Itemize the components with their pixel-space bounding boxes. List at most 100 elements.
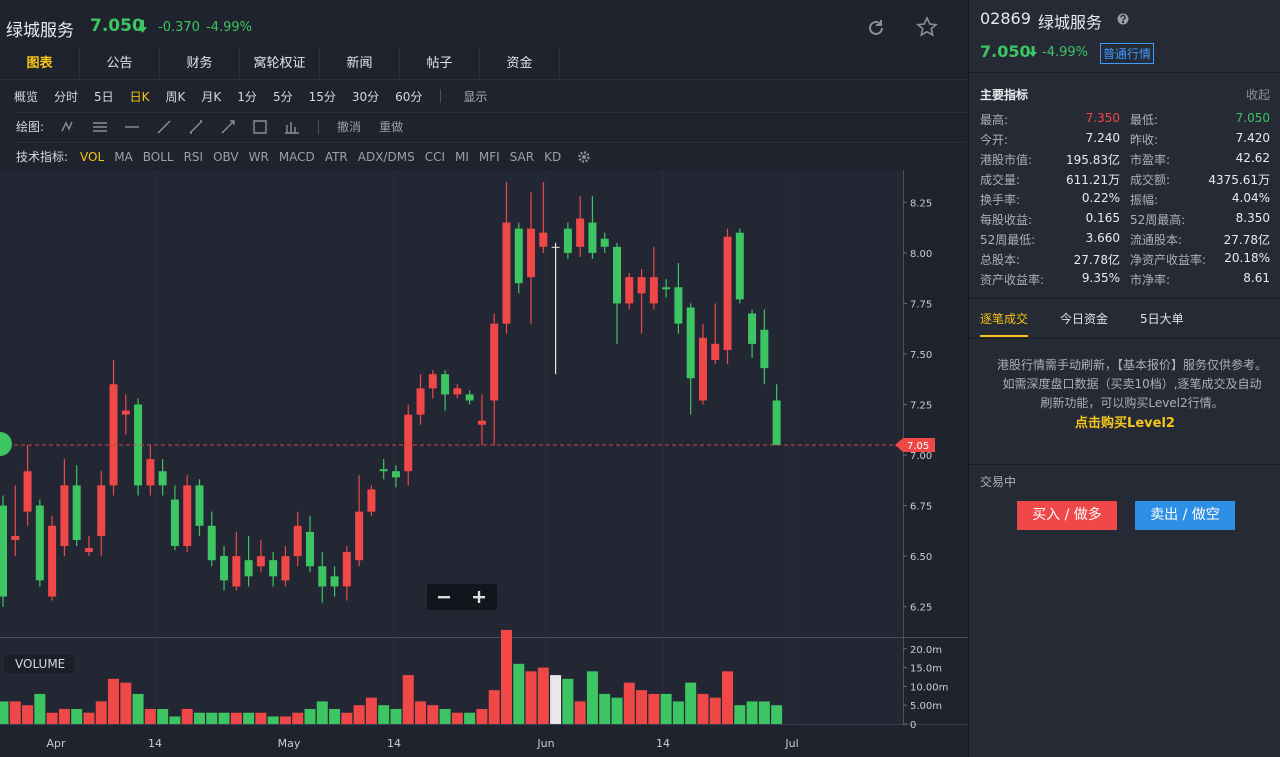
side-tab[interactable]: 逐笔成交 bbox=[980, 310, 1029, 337]
candle-body bbox=[379, 469, 388, 472]
indicator[interactable]: VOL bbox=[80, 149, 105, 164]
indicator[interactable]: SAR bbox=[509, 149, 535, 164]
period[interactable]: 15分 bbox=[308, 89, 336, 104]
volume-bar bbox=[193, 712, 205, 724]
collapse[interactable]: 收起 bbox=[1245, 88, 1270, 102]
volume-bar bbox=[648, 693, 660, 724]
period[interactable]: 月K bbox=[201, 89, 222, 104]
display-menu[interactable]: 显示 bbox=[463, 89, 488, 104]
candle-body bbox=[330, 576, 339, 587]
volume-bar bbox=[746, 701, 758, 724]
candle-body bbox=[453, 388, 462, 395]
indicator[interactable]: MACD bbox=[278, 149, 315, 164]
draw-tool[interactable] bbox=[188, 119, 204, 135]
volume-bar bbox=[144, 708, 156, 724]
period[interactable]: 1分 bbox=[237, 89, 257, 104]
metric-label: 52周最高: bbox=[1130, 213, 1186, 227]
volume-bar bbox=[108, 678, 120, 724]
indicator[interactable]: OBV bbox=[213, 149, 239, 164]
volume-bar bbox=[218, 712, 230, 724]
badge[interactable]: 普通行情 bbox=[1100, 43, 1155, 64]
draw-tool[interactable] bbox=[156, 119, 172, 135]
sell-button[interactable]: 卖出 / 做空 bbox=[1135, 501, 1235, 530]
tab[interactable]: 帖子 bbox=[400, 47, 480, 80]
metric-value: 3.660 bbox=[1085, 231, 1120, 245]
vol-tick-label: 0 bbox=[910, 720, 916, 731]
redo[interactable]: 重做 bbox=[379, 120, 404, 134]
candle-body bbox=[207, 525, 216, 561]
vol-tick-label: 15.0m bbox=[910, 664, 942, 675]
change-pct: -4.99% bbox=[206, 20, 252, 35]
draw-tool[interactable] bbox=[252, 119, 268, 135]
separator bbox=[440, 89, 442, 103]
volume-bar bbox=[353, 705, 365, 724]
y-tick-label: 6.50 bbox=[910, 552, 932, 563]
draw-tool[interactable] bbox=[284, 119, 300, 135]
indicator[interactable]: KD bbox=[544, 149, 562, 164]
indicator[interactable]: CCI bbox=[424, 149, 445, 164]
tab[interactable]: 财务 bbox=[160, 47, 240, 80]
candle-body bbox=[527, 228, 536, 278]
volume-bar bbox=[476, 708, 488, 724]
period[interactable]: 分时 bbox=[54, 89, 79, 104]
period[interactable]: 5分 bbox=[272, 89, 293, 104]
indicator[interactable]: RSI bbox=[183, 149, 204, 164]
tab[interactable]: 窝轮权证 bbox=[240, 47, 320, 80]
undo[interactable]: 撤消 bbox=[337, 120, 362, 134]
candle-body bbox=[416, 388, 425, 415]
volume-bar bbox=[415, 701, 427, 724]
indicator[interactable]: BOLL bbox=[142, 149, 174, 164]
indicator[interactable]: ATR bbox=[324, 149, 348, 164]
metric-value: 42.62 bbox=[1235, 151, 1270, 165]
period[interactable]: 日K bbox=[129, 89, 150, 104]
refresh-icon[interactable] bbox=[866, 18, 886, 38]
period[interactable]: 5日 bbox=[94, 89, 114, 104]
draw-tool[interactable] bbox=[60, 119, 76, 135]
volume-bar bbox=[439, 708, 451, 724]
draw-label: 绘图: bbox=[16, 120, 45, 134]
candle-body bbox=[11, 535, 20, 540]
candle-body bbox=[735, 232, 744, 300]
indicator[interactable]: ADX/DMS bbox=[357, 149, 415, 164]
period[interactable]: 60分 bbox=[395, 89, 423, 104]
volume-bar bbox=[0, 701, 9, 724]
tab[interactable]: 公告 bbox=[80, 47, 160, 80]
indicator[interactable]: MFI bbox=[478, 149, 500, 164]
buy-button[interactable]: 买入 / 做多 bbox=[1017, 501, 1117, 530]
tab[interactable]: 资金 bbox=[480, 47, 560, 80]
draw-tool[interactable] bbox=[124, 119, 140, 135]
status: 交易中 bbox=[980, 475, 1017, 489]
indicator[interactable]: MA bbox=[114, 149, 133, 164]
volume-bar bbox=[697, 693, 709, 724]
candle-body bbox=[563, 228, 572, 253]
indicator[interactable]: WR bbox=[248, 149, 269, 164]
side-tab[interactable]: 5日大单 bbox=[1140, 312, 1184, 326]
volume-bar bbox=[562, 678, 574, 724]
zoom-icons[interactable] bbox=[427, 584, 497, 610]
y-tick-label: 6.75 bbox=[910, 502, 932, 513]
tab[interactable]: 图表 bbox=[0, 47, 80, 80]
indicator[interactable]: MI bbox=[455, 149, 469, 164]
metric-label: 最低: bbox=[1130, 113, 1159, 127]
drawing-bar: 绘图: 撤消 重做 bbox=[16, 112, 966, 140]
level2-link[interactable]: 点击购买Level2 bbox=[1075, 416, 1175, 431]
metric-label: 最高: bbox=[980, 113, 1009, 127]
volume-bar bbox=[537, 667, 549, 724]
divider bbox=[969, 72, 1280, 73]
period[interactable]: 周K bbox=[165, 89, 186, 104]
vol-tick-label: 10.00m bbox=[910, 682, 948, 693]
settings-icon[interactable] bbox=[577, 150, 591, 164]
help-icon[interactable] bbox=[1117, 13, 1129, 25]
draw-tool[interactable] bbox=[92, 119, 108, 135]
tab[interactable]: 新闻 bbox=[320, 47, 400, 80]
star-icon[interactable] bbox=[916, 16, 938, 38]
candle-body bbox=[318, 566, 327, 587]
metric-value: 4375.61万 bbox=[1208, 173, 1270, 187]
draw-tool[interactable] bbox=[220, 119, 236, 135]
volume-bar bbox=[267, 716, 279, 724]
metric-value: 7.350 bbox=[1085, 111, 1120, 125]
period[interactable]: 概览 bbox=[14, 89, 39, 104]
volume-bar bbox=[132, 693, 144, 724]
period[interactable]: 30分 bbox=[351, 89, 380, 104]
side-tab[interactable]: 今日资金 bbox=[1060, 312, 1109, 326]
